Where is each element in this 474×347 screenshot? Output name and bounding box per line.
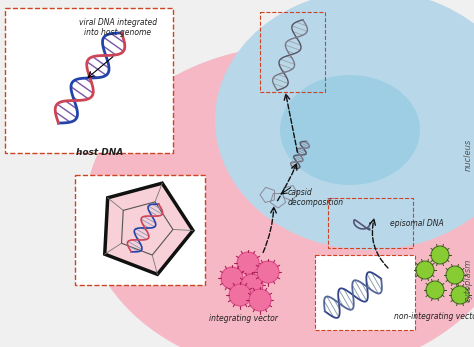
FancyBboxPatch shape [5,8,173,153]
FancyBboxPatch shape [75,175,205,285]
Circle shape [451,286,469,304]
Text: capsid
decomposition: capsid decomposition [288,188,344,208]
Circle shape [257,261,279,283]
Circle shape [416,261,434,279]
Circle shape [241,274,263,296]
Text: nucleus: nucleus [464,139,473,171]
Text: host DNA: host DNA [76,148,124,157]
Text: cytoplasm: cytoplasm [464,258,473,302]
Text: integrating vector: integrating vector [209,314,277,323]
Text: viral DNA integrated
into host genome: viral DNA integrated into host genome [79,18,157,37]
Ellipse shape [280,75,420,185]
Ellipse shape [85,45,474,347]
Circle shape [431,246,449,264]
Ellipse shape [215,0,474,250]
Polygon shape [105,183,193,274]
Circle shape [237,252,259,274]
Circle shape [221,267,243,289]
Circle shape [446,266,464,284]
Text: episomal DNA: episomal DNA [390,219,444,228]
Circle shape [229,284,251,306]
Circle shape [426,281,444,299]
FancyBboxPatch shape [315,255,415,330]
Text: non-integrating vector: non-integrating vector [394,312,474,321]
Circle shape [249,289,271,311]
